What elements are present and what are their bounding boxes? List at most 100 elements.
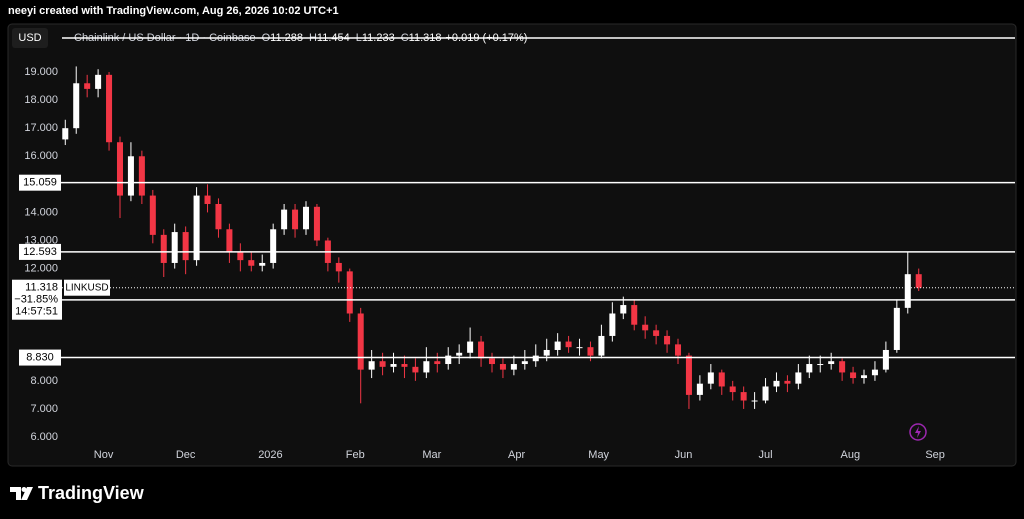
- candle-body: [423, 361, 430, 373]
- candle-body: [904, 274, 911, 308]
- candle-body: [248, 260, 255, 266]
- credit: neeyi created with TradingView.com, Aug …: [8, 5, 339, 17]
- x-tick-label: May: [588, 449, 609, 461]
- y-tick-label: 6.000: [30, 431, 58, 443]
- candle-body: [674, 344, 682, 356]
- candle-body: [346, 271, 353, 314]
- brand-logo: [10, 487, 33, 500]
- candle-body: [543, 349, 550, 356]
- candle-body: [565, 341, 572, 348]
- candle-body: [182, 232, 189, 261]
- candle-body: [412, 366, 419, 373]
- candle-body: [379, 361, 386, 367]
- candle-body: [270, 229, 277, 263]
- plot: Nov Dec 2026 Feb Mar Apr May Jun Jul Aug Sep 19.000…: [12, 66, 1015, 461]
- y-tick-label: 14.000: [24, 206, 58, 218]
- candle-body: [116, 142, 123, 196]
- y-tick-label: 17.000: [24, 122, 58, 134]
- level-label-box: [19, 243, 61, 260]
- x-tick-label: Feb: [346, 449, 365, 461]
- x-tick-label: Mar: [422, 449, 441, 461]
- candle-body: [215, 203, 222, 230]
- candle-body: [773, 380, 780, 387]
- x-tick-label: Aug: [841, 449, 861, 461]
- x-tick-label: Jul: [759, 449, 773, 461]
- candle-body: [828, 361, 835, 365]
- candle-body: [817, 364, 824, 366]
- candle-body: [467, 341, 474, 353]
- level-label-box: [19, 349, 61, 366]
- candle-body: [106, 74, 113, 143]
- candle-body: [696, 383, 703, 395]
- candle-body: [751, 400, 758, 402]
- candle-body: [138, 156, 145, 196]
- candle-body: [368, 361, 375, 370]
- x-tick-label: Apr: [508, 449, 525, 461]
- candle-body: [401, 364, 408, 367]
- event-icon-bolt: [915, 426, 921, 438]
- candle-body: [237, 251, 244, 261]
- y-tick-label: 7.000: [30, 403, 58, 415]
- brand: TradingView: [38, 483, 145, 503]
- candle-body: [434, 361, 441, 365]
- candle-body: [839, 361, 846, 373]
- candle-body: [335, 262, 342, 272]
- y-tick-label: 8.000: [30, 375, 58, 387]
- countdown: 14:57:51: [15, 306, 58, 318]
- candle-body: [84, 83, 91, 89]
- candle-body: [871, 369, 878, 376]
- candle-body: [313, 206, 320, 241]
- x-tick-label: Jun: [675, 449, 693, 461]
- candle-body: [806, 364, 813, 373]
- candle-body: [62, 128, 69, 140]
- candle-body: [795, 372, 802, 384]
- level-label-box: [19, 174, 61, 191]
- currency-button[interactable]: [12, 28, 48, 48]
- candle-body: [729, 386, 736, 393]
- candle-body: [631, 305, 638, 325]
- candle-body: [718, 372, 725, 387]
- candle-body: [598, 335, 605, 356]
- currency[interactable]: USD: [18, 32, 41, 44]
- symbol-tag: [64, 279, 110, 296]
- candle-body: [784, 380, 791, 384]
- candle-body: [685, 355, 692, 395]
- candle-body: [259, 262, 266, 266]
- y-tick-label: 16.000: [24, 150, 58, 162]
- candle-body: [762, 386, 769, 401]
- y-tick-label: 18.000: [24, 94, 58, 106]
- event-icon[interactable]: [909, 423, 927, 441]
- candle-body: [488, 358, 496, 365]
- candle-body: [281, 209, 288, 230]
- candle-body: [226, 229, 233, 252]
- candle-body: [642, 324, 649, 331]
- candle-body: [357, 313, 364, 370]
- candle-body: [664, 335, 671, 345]
- x-tick-label: Sep: [925, 449, 945, 461]
- candle-body: [893, 307, 900, 350]
- candle-body: [302, 206, 310, 230]
- chart-panel: [7, 23, 1017, 467]
- level-label: 12.593: [23, 246, 57, 258]
- candle-body: [73, 83, 80, 129]
- candle-body: [554, 341, 561, 350]
- level-label: 15.059: [23, 177, 57, 189]
- logo-shape: [10, 487, 21, 500]
- level-label: 8.830: [26, 351, 54, 363]
- candle-body: [576, 347, 583, 349]
- candle-body: [587, 347, 594, 356]
- candle-body: [653, 330, 660, 336]
- candle-body: [292, 209, 299, 230]
- candle-body: [95, 74, 102, 89]
- last-price: 11.318: [25, 282, 58, 294]
- last-price-box: [12, 279, 62, 320]
- candle-body: [478, 341, 485, 359]
- candle-body: [521, 361, 528, 365]
- candle-body: [149, 195, 156, 235]
- x-tick-label: 2026: [258, 449, 282, 461]
- y-tick-label: 13.000: [24, 234, 58, 246]
- y-tick-label: 12.000: [24, 262, 58, 274]
- logo-shape: [21, 487, 27, 492]
